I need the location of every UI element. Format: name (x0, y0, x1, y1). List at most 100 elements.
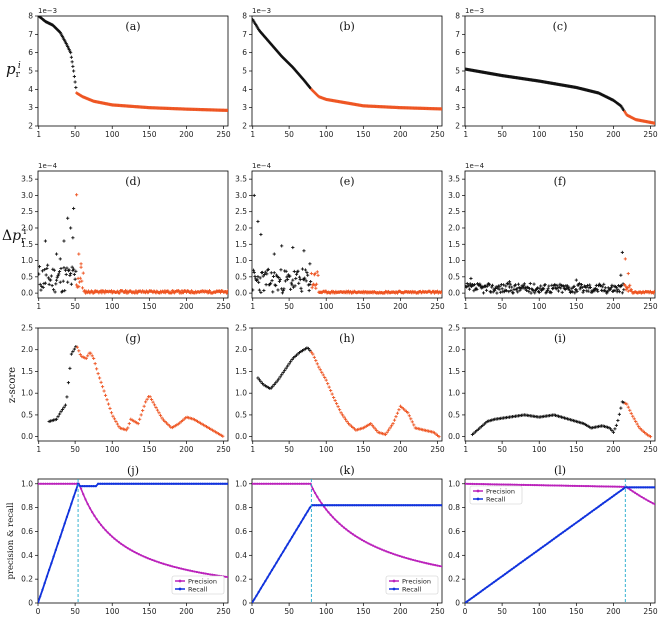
data-point (71, 64, 75, 69)
y-tick-label: 2 (455, 122, 460, 131)
data-point (584, 285, 588, 290)
y-tick-label: 1.5 (235, 240, 247, 249)
data-point (602, 282, 606, 286)
x-tick-label: 50 (284, 302, 294, 311)
x-tick-label: 150 (142, 445, 157, 454)
x-tick-label: 1 (463, 302, 468, 311)
data-point (69, 271, 73, 276)
panel-d: 1 50 100 150 200 2500.00.51.01.52.02.53.03.51… (21, 162, 231, 311)
data-point (521, 286, 525, 290)
data-point (309, 271, 313, 276)
row-label-delta-sup: i (23, 227, 26, 237)
data-point (255, 278, 259, 282)
data-point (54, 417, 59, 421)
data-point (69, 55, 73, 59)
data-point (559, 286, 563, 290)
y-tick-label: 1.0 (21, 389, 33, 398)
data-point (63, 268, 68, 272)
x-tick-label: 200 (606, 302, 621, 311)
data-point (264, 283, 268, 287)
data-marks (252, 193, 442, 295)
data-point (288, 274, 292, 278)
data-point (499, 290, 503, 294)
y-tick-label: 0.5 (21, 410, 33, 419)
data-point (280, 291, 285, 295)
data-point (81, 271, 85, 275)
x-tick-label: 1 (463, 130, 468, 139)
axis-multiplier: 1e−4 (465, 162, 485, 170)
data-point (46, 276, 50, 280)
data-point (44, 273, 48, 277)
data-point (77, 280, 82, 284)
y-tick-label: 1.0 (21, 256, 33, 265)
data-point (265, 272, 269, 276)
row-label-delta: Δpri (2, 227, 26, 246)
data-point (546, 287, 550, 291)
x-tick-label: 100 (319, 130, 334, 139)
data-point (80, 279, 84, 283)
data-point-peak (74, 193, 79, 197)
data-point (52, 268, 56, 272)
data-point (536, 286, 540, 290)
y-tick-label: 0.0 (448, 289, 460, 298)
data-point (533, 291, 537, 295)
data-point (529, 291, 533, 295)
x-tick-label: 1 (250, 130, 255, 139)
data-point (508, 282, 512, 286)
y-tick-label: 3 (455, 103, 460, 112)
y-tick-label: 3.0 (235, 191, 247, 200)
data-point (593, 289, 597, 293)
y-tick-label: 2.5 (21, 324, 33, 333)
x-tick-label: 150 (569, 302, 584, 311)
data-point (537, 290, 541, 295)
x-tick-label: 150 (142, 302, 157, 311)
data-point (315, 270, 319, 274)
data-point (289, 281, 293, 285)
data-point (543, 283, 547, 287)
data-point-peak (256, 219, 260, 224)
data-point (478, 282, 482, 286)
panel-label: (f) (554, 175, 567, 188)
data-point (297, 275, 302, 279)
data-point (553, 282, 557, 287)
x-tick-label: 250 (430, 130, 445, 139)
data-point (613, 288, 617, 292)
data-point (38, 272, 41, 276)
data-point (62, 266, 66, 270)
data-point (266, 267, 270, 271)
x-tick-label: 200 (606, 130, 621, 139)
data-point (263, 270, 267, 274)
data-point (487, 283, 492, 287)
data-point (284, 269, 288, 273)
data-point-peak (302, 249, 306, 253)
data-point (610, 283, 614, 287)
data-point (300, 267, 305, 271)
data-point (277, 279, 282, 283)
data-point (485, 284, 489, 288)
data-point (46, 263, 50, 267)
data-point (588, 283, 592, 287)
data-point (307, 288, 311, 293)
x-tick-label: 150 (142, 130, 157, 139)
x-tick-label: 250 (430, 302, 445, 311)
data-point (271, 290, 275, 294)
y-tick-label: 1.5 (21, 367, 33, 376)
data-point (440, 291, 442, 295)
data-point (493, 288, 497, 292)
data-point (190, 289, 194, 293)
data-point (497, 287, 501, 291)
x-tick-label: 50 (284, 130, 294, 139)
data-point (475, 287, 479, 292)
data-point-peak (620, 250, 624, 255)
data-point (253, 274, 257, 279)
y-tick-label: 6 (242, 48, 247, 57)
data-point (522, 284, 526, 288)
x-tick-label: 1 (250, 302, 255, 311)
data-point (56, 274, 60, 278)
y-tick-label: 0.0 (21, 432, 33, 441)
data-point (59, 410, 63, 414)
x-tick-label: 50 (70, 302, 80, 311)
axes-frame (464, 15, 656, 127)
data-point (468, 282, 472, 286)
data-point (547, 284, 551, 288)
